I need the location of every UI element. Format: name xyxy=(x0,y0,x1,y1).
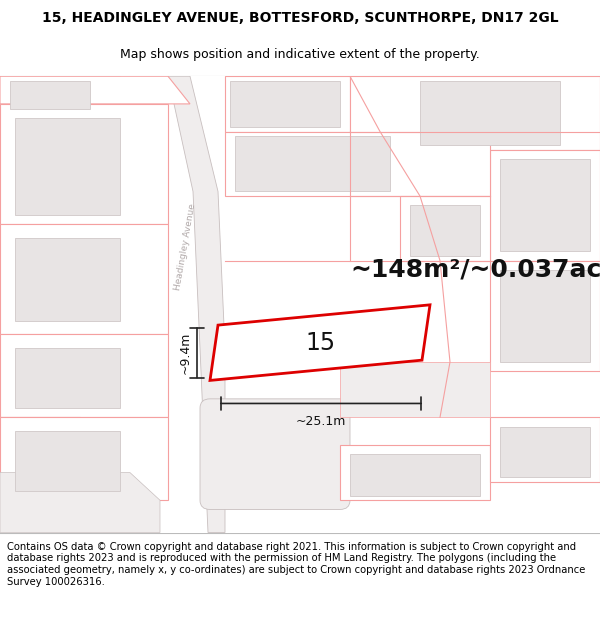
Polygon shape xyxy=(340,362,490,418)
Polygon shape xyxy=(490,150,600,261)
Polygon shape xyxy=(230,81,340,127)
Polygon shape xyxy=(350,454,480,496)
Polygon shape xyxy=(225,76,350,131)
Polygon shape xyxy=(500,426,590,478)
Polygon shape xyxy=(0,224,168,334)
Polygon shape xyxy=(0,76,120,500)
Text: Contains OS data © Crown copyright and database right 2021. This information is : Contains OS data © Crown copyright and d… xyxy=(7,542,586,586)
Polygon shape xyxy=(0,472,160,532)
Polygon shape xyxy=(15,118,120,214)
Polygon shape xyxy=(340,445,490,500)
Text: ~25.1m: ~25.1m xyxy=(296,414,346,428)
Polygon shape xyxy=(0,104,168,224)
Polygon shape xyxy=(490,418,600,482)
Text: 15, HEADINGLEY AVENUE, BOTTESFORD, SCUNTHORPE, DN17 2GL: 15, HEADINGLEY AVENUE, BOTTESFORD, SCUNT… xyxy=(41,11,559,25)
Polygon shape xyxy=(410,205,480,256)
Polygon shape xyxy=(10,81,90,109)
Polygon shape xyxy=(168,76,225,532)
Polygon shape xyxy=(400,196,490,261)
FancyBboxPatch shape xyxy=(200,399,350,509)
Polygon shape xyxy=(500,159,590,251)
Polygon shape xyxy=(0,76,190,104)
Polygon shape xyxy=(0,418,168,500)
Text: Headingley Avenue: Headingley Avenue xyxy=(173,202,197,291)
Text: ~9.4m: ~9.4m xyxy=(179,332,192,374)
Polygon shape xyxy=(235,136,390,191)
Text: 15: 15 xyxy=(305,331,335,354)
Text: ~148m²/~0.037ac.: ~148m²/~0.037ac. xyxy=(350,258,600,282)
Polygon shape xyxy=(15,238,120,321)
Polygon shape xyxy=(490,261,600,371)
Polygon shape xyxy=(225,131,490,196)
Text: Map shows position and indicative extent of the property.: Map shows position and indicative extent… xyxy=(120,48,480,61)
Polygon shape xyxy=(420,81,560,146)
Polygon shape xyxy=(210,305,430,381)
Polygon shape xyxy=(15,431,120,491)
Polygon shape xyxy=(350,76,600,150)
Polygon shape xyxy=(0,418,80,463)
Polygon shape xyxy=(0,334,168,418)
Polygon shape xyxy=(15,348,120,408)
Polygon shape xyxy=(500,270,590,362)
